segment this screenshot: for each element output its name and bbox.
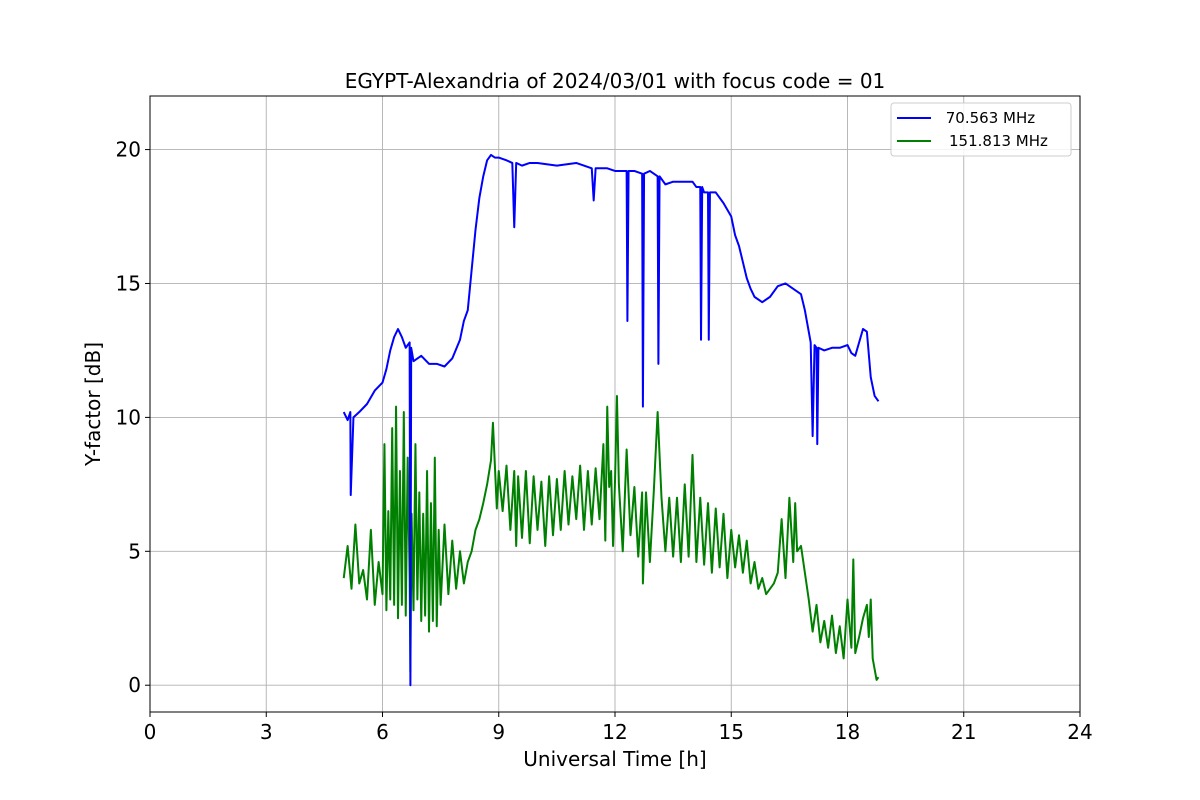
y-axis: 0 5 10 15 20 — [116, 138, 150, 697]
x-tick-label: 3 — [260, 720, 273, 744]
x-tick-label: 0 — [144, 720, 157, 744]
y-tick-label: 20 — [116, 138, 141, 162]
x-tick-label: 21 — [951, 720, 976, 744]
chart-title: EGYPT-Alexandria of 2024/03/01 with focu… — [345, 69, 886, 93]
x-tick-label: 15 — [719, 720, 744, 744]
y-tick-label: 0 — [128, 673, 141, 697]
y-axis-label: Y-factor [dB] — [81, 342, 105, 467]
x-axis-label: Universal Time [h] — [523, 747, 706, 771]
legend: 70.563 MHz 151.813 MHz — [890, 102, 1072, 157]
x-tick-label: 18 — [835, 720, 860, 744]
legend-box — [890, 102, 1072, 157]
legend-label-151-mhz: 151.813 MHz — [949, 132, 1048, 150]
y-tick-label: 5 — [128, 539, 141, 563]
series-line-151-mhz — [342, 394, 880, 681]
series-layer — [342, 153, 880, 687]
x-tick-label: 12 — [602, 720, 627, 744]
x-tick-label: 24 — [1067, 720, 1092, 744]
y-tick-label: 10 — [116, 405, 141, 429]
y-tick-label: 15 — [116, 271, 141, 295]
x-tick-label: 9 — [492, 720, 505, 744]
series-line-70-mhz — [342, 153, 880, 687]
legend-label-70-mhz: 70.563 MHz — [941, 109, 1035, 127]
x-tick-label: 6 — [376, 720, 389, 744]
x-axis: 0 3 6 9 12 15 18 21 24 — [144, 712, 1093, 744]
